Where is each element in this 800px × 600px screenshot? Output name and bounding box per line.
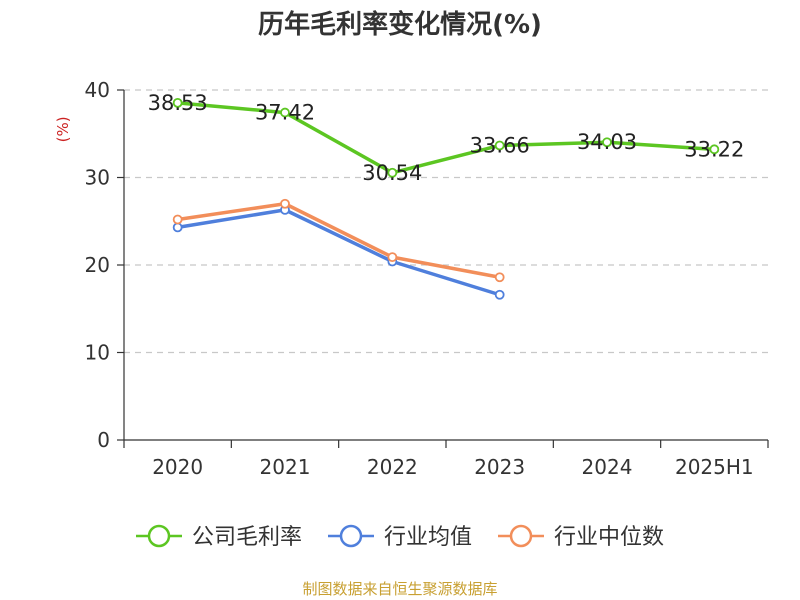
chart-title: 历年毛利率变化情况(%) (258, 10, 542, 40)
x-tick-label-1: 2021 (260, 455, 311, 479)
y-tick-label-0: 0 (97, 428, 110, 452)
data-point-s1-3 (494, 289, 505, 300)
y-tick-label-3: 30 (85, 166, 110, 190)
legend-marker-2 (509, 524, 533, 548)
x-tick-label-3: 2023 (474, 455, 525, 479)
grid-layer (124, 89, 768, 354)
series-layer (172, 97, 720, 300)
legend-marker-1 (339, 524, 363, 548)
y-axis-title: (%) (54, 116, 72, 142)
data-label-0: 38.53 (148, 91, 208, 115)
data-point-s2-3 (494, 272, 505, 283)
data-point-s2-1 (280, 198, 290, 209)
data-point-s0-0 (172, 97, 183, 108)
legend-label-0: 公司毛利率 (192, 525, 302, 550)
data-point-s0-2 (387, 167, 398, 178)
x-tick-label-2: 2022 (367, 455, 418, 479)
series-line-0 (175, 101, 717, 175)
legend-marker-0 (147, 524, 171, 548)
axis-layer: 0 10 20 30 40 (%) 2020 2021 2022 2023 2024 2025H1 (54, 78, 769, 479)
x-tick-label-5: 2025H1 (675, 455, 754, 479)
series-line-2 (175, 202, 502, 279)
data-point-s0-5 (709, 144, 720, 155)
legend-item-0: 公司毛利率 (136, 524, 302, 550)
y-tick-label-2: 20 (85, 253, 110, 277)
data-label-3: 33.66 (470, 133, 530, 157)
data-point-s2-2 (387, 252, 398, 263)
data-point-s1-0 (172, 222, 183, 233)
data-label-1: 37.42 (255, 101, 315, 125)
legend: 公司毛利率 行业均值 行业中位数 (136, 524, 664, 550)
legend-item-1: 行业均值 (328, 524, 472, 550)
data-label-2: 30.54 (362, 161, 422, 185)
legend-label-2: 行业中位数 (554, 525, 664, 550)
data-point-s0-1 (280, 107, 290, 118)
data-point-s0-4 (602, 137, 612, 148)
legend-item-2: 行业中位数 (498, 524, 664, 550)
x-tick-label-4: 2024 (582, 455, 633, 479)
label-layer: 38.53 37.42 30.54 33.66 34.03 33.22 (148, 91, 745, 185)
series-line-1 (175, 208, 502, 297)
y-tick-label-1: 10 (85, 341, 110, 365)
x-tick-label-0: 2020 (152, 455, 203, 479)
source-note: 制图数据来自恒生聚源数据库 (302, 580, 498, 598)
y-tick-label-4: 40 (85, 78, 110, 102)
data-point-s0-3 (494, 140, 505, 151)
data-label-5: 33.22 (684, 137, 744, 161)
legend-label-1: 行业均值 (384, 525, 472, 550)
data-point-s2-0 (172, 214, 183, 225)
data-label-4: 34.03 (577, 130, 637, 154)
